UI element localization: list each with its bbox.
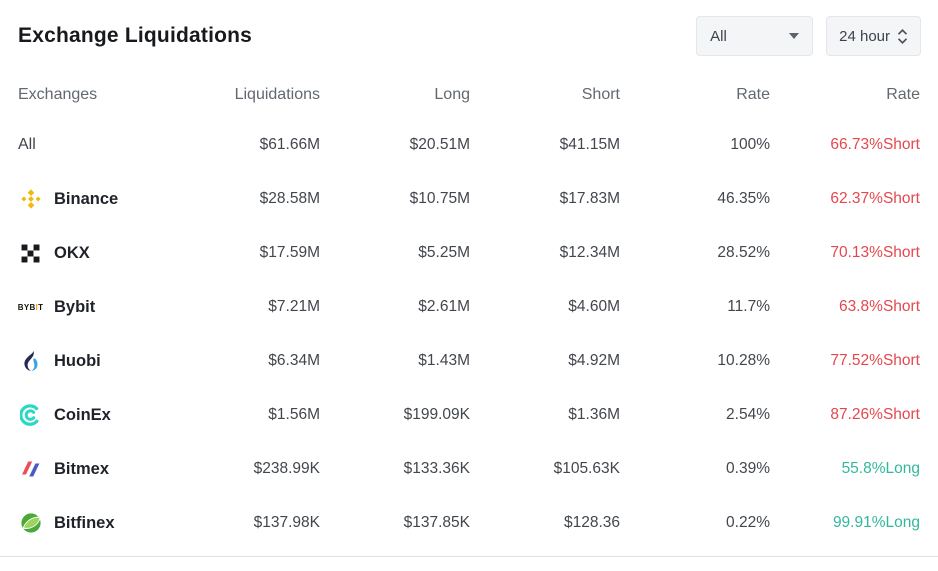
rate-cell: 28.52% [717, 244, 770, 261]
table-row[interactable]: Bitmex $238.99K $133.36K $105.63K 0.39% … [18, 442, 920, 496]
col-long: Long [434, 86, 470, 103]
exchange-filter-value: All [710, 27, 727, 45]
table-row[interactable]: Bitfinex $137.98K $137.85K $128.36 0.22%… [18, 496, 920, 550]
exchange-liquidations-panel: Exchange Liquidations All 24 hour Ex [18, 16, 921, 550]
short-cell: $41.15M [559, 136, 620, 153]
rate-dominance-cell: 77.52%Short [830, 352, 920, 369]
caret-down-icon [789, 33, 800, 39]
liquidations-table: Exchanges Liquidations Long Short Rate R… [18, 72, 920, 550]
liquidations-cell: $1.56M [268, 406, 320, 423]
bitmex-icon [18, 457, 43, 481]
col-liquidations: Liquidations [234, 86, 320, 103]
exchange-filter-dropdown[interactable]: All [696, 16, 814, 56]
long-cell: $2.61M [418, 298, 470, 315]
time-range-value: 24 hour [839, 27, 890, 45]
exchange-name: CoinEx [54, 405, 111, 424]
long-cell: $137.85K [403, 514, 470, 531]
panel-bottom-divider [0, 556, 938, 557]
huobi-icon [18, 349, 43, 373]
col-exchanges: Exchanges [18, 86, 98, 103]
rate-dominance-cell: 55.8%Long [841, 460, 920, 477]
table-row[interactable]: Huobi $6.34M $1.43M $4.92M 10.28% 77.52%… [18, 334, 920, 388]
col-rate: Rate [736, 86, 770, 103]
chevron-up-down-icon [897, 28, 908, 44]
liquidations-cell: $6.34M [268, 352, 320, 369]
long-cell: $199.09K [403, 406, 470, 423]
rate-cell: 0.39% [726, 460, 770, 477]
short-cell: $105.63K [553, 460, 620, 477]
exchange-name: Bybit [54, 297, 96, 316]
liquidations-cell: $238.99K [253, 460, 320, 477]
exchange-name: Bitmex [54, 459, 110, 478]
coinex-icon [18, 403, 43, 427]
liquidations-cell: $61.66M [259, 136, 320, 153]
bybit-icon: BYBIT [17, 302, 44, 312]
table-row[interactable]: CoinEx $1.56M $199.09K $1.36M 2.54% 87.2… [18, 388, 920, 442]
time-range-dropdown[interactable]: 24 hour [826, 16, 921, 56]
liquidations-cell: $17.59M [259, 244, 320, 261]
rate-dominance-cell: 62.37%Short [830, 190, 920, 207]
rate-dominance-cell: 66.73%Short [830, 136, 920, 153]
rate-cell: 10.28% [717, 352, 770, 369]
table-header-row: Exchanges Liquidations Long Short Rate R… [18, 72, 920, 118]
rate-dominance-cell: 99.91%Long [832, 514, 920, 531]
long-cell: $10.75M [409, 190, 470, 207]
rate-cell: 0.22% [726, 514, 770, 531]
exchange-name: Binance [54, 189, 119, 208]
short-cell: $1.36M [568, 406, 620, 423]
table-controls: All 24 hour [696, 16, 921, 56]
table-row[interactable]: OKX $17.59M $5.25M $12.34M 28.52% 70.13%… [18, 226, 920, 280]
liquidations-table-body: All $61.66M $20.51M $41.15M 100% 66.73%S… [18, 118, 920, 550]
table-row[interactable]: BYBIT Bybit $7.21M $2.61M $4.60M 11.7% 6… [18, 280, 920, 334]
exchange-name: All [18, 136, 36, 153]
rate-cell: 100% [730, 136, 770, 153]
exchange-name: Huobi [54, 351, 101, 370]
short-cell: $4.60M [568, 298, 620, 315]
rate-cell: 46.35% [717, 190, 770, 207]
short-cell: $12.34M [559, 244, 620, 261]
table-row[interactable]: All $61.66M $20.51M $41.15M 100% 66.73%S… [18, 118, 920, 172]
bitfinex-icon [18, 511, 43, 535]
long-cell: $1.43M [418, 352, 470, 369]
rate-cell: 2.54% [726, 406, 770, 423]
okx-icon [18, 241, 43, 265]
col-rate-dominance: Rate [886, 86, 920, 103]
rate-dominance-cell: 87.26%Short [830, 406, 920, 423]
short-cell: $128.36 [563, 514, 620, 531]
page-title: Exchange Liquidations [18, 24, 253, 47]
rate-dominance-cell: 63.8%Short [839, 298, 920, 315]
col-short: Short [581, 86, 620, 103]
table-row[interactable]: Binance $28.58M $10.75M $17.83M 46.35% 6… [18, 172, 920, 226]
liquidations-cell: $7.21M [268, 298, 320, 315]
long-cell: $5.25M [418, 244, 470, 261]
binance-icon [18, 187, 43, 211]
exchange-name: OKX [54, 243, 90, 262]
short-cell: $17.83M [559, 190, 620, 207]
long-cell: $20.51M [409, 136, 470, 153]
short-cell: $4.92M [568, 352, 620, 369]
exchange-name: Bitfinex [54, 513, 115, 532]
long-cell: $133.36K [403, 460, 470, 477]
liquidations-cell: $137.98K [253, 514, 320, 531]
liquidations-cell: $28.58M [259, 190, 320, 207]
rate-cell: 11.7% [727, 298, 770, 315]
rate-dominance-cell: 70.13%Short [830, 244, 920, 261]
